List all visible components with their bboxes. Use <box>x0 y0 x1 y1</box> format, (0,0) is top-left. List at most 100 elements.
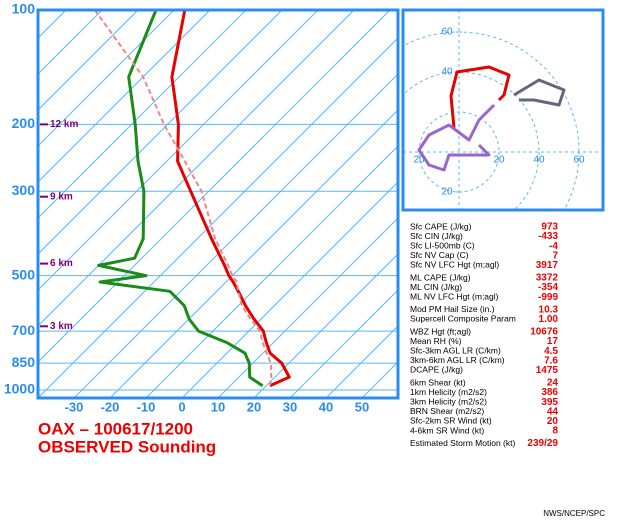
isotherm-extra <box>38 10 283 255</box>
isotherm-extra <box>38 10 103 75</box>
isotherm <box>217 217 398 398</box>
y-tick-label: 300 <box>12 182 36 198</box>
param-value: 3917 <box>536 260 559 271</box>
isotherm-extra <box>38 37 398 398</box>
param-value: 4.5 <box>544 346 558 357</box>
chart-subtitle: OBSERVED Sounding <box>38 437 216 456</box>
hodo-line <box>417 103 496 172</box>
height-label: 9 km <box>50 191 73 202</box>
y-tick-label: 850 <box>12 354 36 370</box>
y-tick-label: 100 <box>12 1 36 17</box>
isotherm <box>289 289 398 398</box>
param-label: Sfc LI-500mb (C) <box>410 240 475 250</box>
footer: NWS/NCEP/SPC <box>543 509 605 518</box>
height-label: 3 km <box>50 321 73 332</box>
param-value: 973 <box>541 222 558 233</box>
param-value: 1.00 <box>539 314 559 325</box>
param-value: 10.3 <box>539 304 559 315</box>
isotherm-extra <box>38 10 139 111</box>
chart-title: OAX – 100617/1200 <box>38 419 193 438</box>
param-label: 3km Helicity (m2/s2) <box>410 396 487 406</box>
param-value: 8 <box>552 426 558 437</box>
y-tick-label: 1000 <box>4 381 35 397</box>
param-value: 7 <box>552 250 558 261</box>
hodo-y-label: 40 <box>441 67 453 78</box>
param-label: 4-6km SR Wind (kt) <box>410 425 484 435</box>
y-tick-label: 500 <box>12 266 36 282</box>
x-tick-label: 30 <box>283 399 297 414</box>
param-value: -4 <box>549 241 558 252</box>
x-tick-label: -20 <box>101 399 120 414</box>
x-tick-label: 10 <box>211 399 225 414</box>
hodo-ring <box>403 71 540 210</box>
param-value: 386 <box>541 387 558 398</box>
hodograph-plot <box>403 10 603 210</box>
height-label: 12 km <box>50 119 78 130</box>
param-label: Mean RH (%) <box>410 336 462 346</box>
param-label: Sfc CAPE (J/kg) <box>410 221 472 231</box>
isotherm <box>109 109 398 398</box>
isotherm <box>145 145 398 398</box>
param-value: 395 <box>541 397 558 408</box>
param-value: 1475 <box>536 365 559 376</box>
hodo-x-label: 40 <box>533 155 545 166</box>
isotherm-extra <box>38 10 67 39</box>
param-value: 24 <box>547 378 559 389</box>
skewt-frame <box>36 8 400 400</box>
param-label: 1km Helicity (m2/s2) <box>410 387 487 397</box>
isotherm-extra <box>38 10 247 219</box>
x-tick-label: -30 <box>65 399 84 414</box>
param-label: Mod PM Hail Size (in.) <box>410 304 495 314</box>
profile-line <box>170 10 291 388</box>
hodo-x-label: 60 <box>573 155 585 166</box>
param-label: Sfc-2km SR Wind (kt) <box>410 416 492 426</box>
x-tick-label: 0 <box>178 399 185 414</box>
param-value: -354 <box>538 282 558 293</box>
y-tick-label: 700 <box>12 322 36 338</box>
param-value: 7.6 <box>544 355 558 366</box>
param-label: Sfc NV Cap (C) <box>410 250 469 260</box>
param-label: BRN Shear (m2/s2) <box>410 406 484 416</box>
isotherm-extra <box>38 10 319 291</box>
param-label: Sfc-3km AGL LR (C/km) <box>410 345 501 355</box>
y-tick-label: 200 <box>12 115 36 131</box>
hodo-x-label: 20 <box>493 155 505 166</box>
skewt-plot <box>38 10 398 398</box>
x-tick-label: 50 <box>355 399 369 414</box>
height-label: 6 km <box>50 258 73 269</box>
param-label: Estimated Storm Motion (kt) <box>410 438 516 448</box>
isotherm <box>325 325 398 398</box>
param-value: 239/29 <box>527 438 558 449</box>
hodo-y-label: 20 <box>441 187 453 198</box>
param-label: Sfc CIN (J/kg) <box>410 231 463 241</box>
x-tick-label: 20 <box>247 399 261 414</box>
profile-line <box>93 10 273 386</box>
param-value: 20 <box>547 416 559 427</box>
param-label: ML CIN (J/kg) <box>410 282 462 292</box>
hodo-x-label: 20 <box>413 155 425 166</box>
hodo-line <box>449 65 511 129</box>
param-label: WBZ Hgt (ft;agl) <box>410 326 471 336</box>
hodo-y-label: 60 <box>441 27 453 38</box>
param-label: DCAPE (J/kg) <box>410 365 463 375</box>
isotherm <box>253 253 398 398</box>
isotherm <box>181 181 398 398</box>
param-value: 17 <box>547 336 559 347</box>
param-label: ML CAPE (J/kg) <box>410 272 471 282</box>
param-value: 10676 <box>530 327 558 338</box>
isotherm-extra <box>38 10 175 147</box>
param-label: 6km Shear (kt) <box>410 377 466 387</box>
isotherm-extra <box>38 10 211 183</box>
x-tick-label: -10 <box>137 399 156 414</box>
param-value: 44 <box>547 406 559 417</box>
param-value: -433 <box>538 231 558 242</box>
hodograph-frame <box>401 8 605 212</box>
profile-line <box>97 10 264 388</box>
param-label: Supercell Composite Param <box>410 314 516 324</box>
param-label: Sfc NV LFC Hgt (m;agl) <box>410 260 499 270</box>
hodo-line <box>513 78 566 107</box>
param-label: 3km-6km AGL LR (C/km) <box>410 355 505 365</box>
param-value: -999 <box>538 292 558 303</box>
param-label: ML NV LFC Hgt (m;agl) <box>410 291 499 301</box>
